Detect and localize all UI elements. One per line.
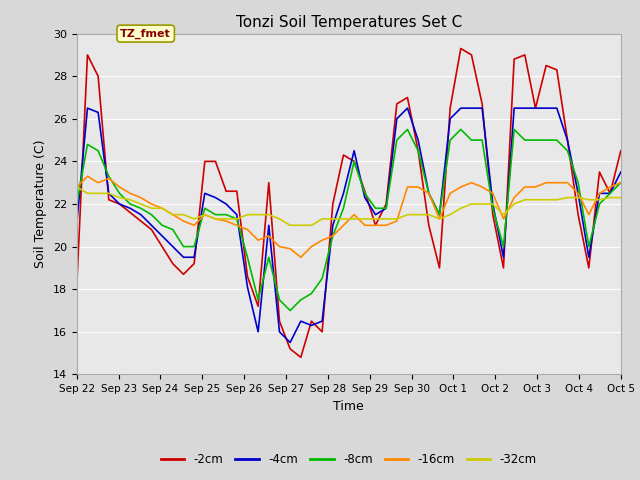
- -32cm: [414, 212, 422, 217]
- -32cm: [73, 184, 81, 190]
- -4cm: [446, 116, 454, 121]
- -4cm: [84, 105, 92, 111]
- -8cm: [265, 254, 273, 260]
- -8cm: [372, 205, 380, 211]
- -4cm: [382, 205, 390, 211]
- -8cm: [116, 191, 124, 196]
- -4cm: [350, 148, 358, 154]
- -4cm: [73, 220, 81, 226]
- -32cm: [286, 222, 294, 228]
- -2cm: [73, 282, 81, 288]
- -4cm: [276, 329, 284, 335]
- -2cm: [617, 148, 625, 154]
- X-axis label: Time: Time: [333, 400, 364, 413]
- -8cm: [286, 308, 294, 313]
- Legend: -2cm, -4cm, -8cm, -16cm, -32cm: -2cm, -4cm, -8cm, -16cm, -32cm: [156, 448, 541, 471]
- -8cm: [73, 201, 81, 207]
- -8cm: [617, 180, 625, 186]
- -8cm: [404, 127, 412, 132]
- -4cm: [425, 191, 433, 196]
- -2cm: [457, 46, 465, 51]
- -16cm: [276, 244, 284, 250]
- -2cm: [436, 265, 444, 271]
- -32cm: [116, 195, 124, 201]
- Text: TZ_fmet: TZ_fmet: [120, 28, 171, 39]
- -16cm: [382, 222, 390, 228]
- -32cm: [617, 195, 625, 201]
- -16cm: [617, 180, 625, 186]
- -16cm: [73, 184, 81, 190]
- -8cm: [446, 137, 454, 143]
- -32cm: [436, 216, 444, 222]
- -4cm: [126, 205, 134, 211]
- -4cm: [286, 339, 294, 345]
- -16cm: [446, 191, 454, 196]
- -16cm: [350, 212, 358, 217]
- Line: -16cm: -16cm: [77, 176, 621, 257]
- -32cm: [585, 197, 593, 203]
- Y-axis label: Soil Temperature (C): Soil Temperature (C): [35, 140, 47, 268]
- -2cm: [297, 354, 305, 360]
- -2cm: [116, 201, 124, 207]
- -2cm: [340, 152, 348, 158]
- -16cm: [126, 191, 134, 196]
- -2cm: [265, 180, 273, 186]
- -2cm: [372, 222, 380, 228]
- -32cm: [340, 216, 348, 222]
- -16cm: [84, 173, 92, 179]
- Line: -4cm: -4cm: [77, 108, 621, 342]
- -8cm: [340, 205, 348, 211]
- -16cm: [297, 254, 305, 260]
- -4cm: [617, 169, 625, 175]
- -8cm: [425, 191, 433, 196]
- Line: -2cm: -2cm: [77, 48, 621, 357]
- -16cm: [425, 191, 433, 196]
- -32cm: [265, 212, 273, 217]
- Line: -8cm: -8cm: [77, 130, 621, 311]
- -2cm: [414, 148, 422, 154]
- Title: Tonzi Soil Temperatures Set C: Tonzi Soil Temperatures Set C: [236, 15, 462, 30]
- Line: -32cm: -32cm: [77, 187, 621, 225]
